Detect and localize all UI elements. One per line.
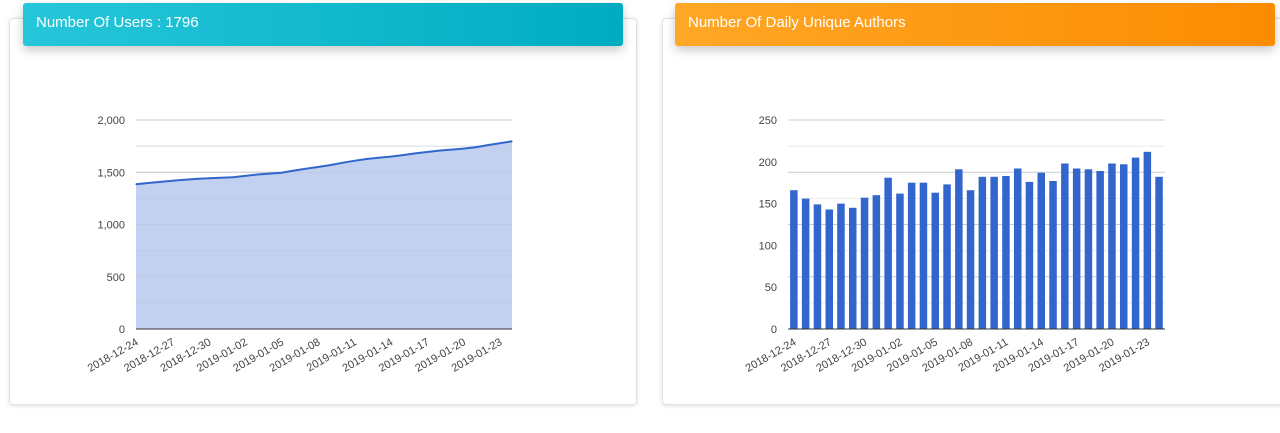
data-point xyxy=(256,173,258,176)
data-point xyxy=(196,178,198,180)
users-card: Number Of Users : 1796 0 500 1,000 1,500 2,0… xyxy=(9,3,637,405)
bar xyxy=(931,192,939,329)
data-point xyxy=(147,182,149,184)
y-tick-label: 0 xyxy=(771,324,777,336)
data-point xyxy=(159,181,161,183)
data-point xyxy=(305,168,307,170)
bar xyxy=(896,193,904,329)
authors-card-title: Number Of Daily Unique Authors xyxy=(675,3,1275,46)
bar xyxy=(1025,181,1034,329)
bar xyxy=(978,176,987,329)
bar xyxy=(955,169,963,329)
bar xyxy=(1108,163,1116,329)
series-line xyxy=(135,140,513,186)
authors-card: Number Of Daily Unique Authors 0 50 100 150… xyxy=(662,3,1280,405)
data-point xyxy=(438,150,440,152)
bar xyxy=(1120,164,1128,329)
data-point xyxy=(365,158,368,160)
bar xyxy=(837,203,845,329)
data-point xyxy=(475,146,477,148)
users-card-title: Number Of Users : 1796 xyxy=(23,3,623,46)
data-point xyxy=(135,183,137,185)
data-point xyxy=(293,169,295,172)
y-tick-label: 200 xyxy=(759,157,777,169)
bar xyxy=(1061,163,1069,329)
y-tick-label: 500 xyxy=(107,272,125,284)
y-tick-label: 1,000 xyxy=(97,220,125,232)
data-point xyxy=(220,177,222,179)
bar xyxy=(990,176,998,329)
y-tick-label: 0 xyxy=(119,324,125,336)
users-area-chart: 05001,0001,5002,0002018-12-242018-12-272… xyxy=(86,115,513,375)
bar xyxy=(1002,176,1010,329)
data-point xyxy=(499,142,501,144)
bar xyxy=(1155,176,1163,329)
bar xyxy=(813,204,822,329)
bar xyxy=(1049,181,1057,329)
y-tick-label: 150 xyxy=(759,199,777,211)
data-point xyxy=(390,155,392,158)
bar xyxy=(943,184,951,329)
bar xyxy=(1096,171,1104,329)
bar xyxy=(907,182,916,329)
bar xyxy=(825,209,833,329)
y-tick-label: 100 xyxy=(759,240,777,252)
authors-bar-chart: 0501001502002502018-12-242018-12-272018-… xyxy=(744,115,1165,375)
area-fill xyxy=(136,141,512,329)
data-point xyxy=(341,162,343,164)
bar xyxy=(1037,172,1045,329)
bar xyxy=(801,198,810,329)
data-point xyxy=(280,172,283,174)
data-point xyxy=(317,166,319,168)
bar xyxy=(872,195,881,329)
bar xyxy=(1143,151,1152,329)
bar xyxy=(1014,168,1022,329)
data-point xyxy=(268,173,271,175)
data-point xyxy=(232,176,234,178)
data-point xyxy=(402,154,404,156)
bar xyxy=(966,190,975,329)
data-point xyxy=(426,151,428,153)
bar xyxy=(849,207,857,329)
bar xyxy=(860,197,869,329)
bar xyxy=(919,182,928,329)
data-point xyxy=(487,144,489,146)
y-tick-label: 50 xyxy=(765,282,777,294)
data-point xyxy=(462,148,465,150)
bar xyxy=(1072,168,1081,329)
data-point xyxy=(414,152,416,155)
data-point xyxy=(244,175,246,177)
y-tick-label: 250 xyxy=(759,115,777,127)
data-point xyxy=(377,157,380,159)
bar xyxy=(884,177,892,329)
bar xyxy=(790,190,798,329)
y-tick-label: 1,500 xyxy=(97,167,125,179)
bar xyxy=(1084,169,1093,329)
data-point xyxy=(171,180,173,182)
data-point xyxy=(208,177,210,179)
data-point xyxy=(450,148,452,151)
data-point xyxy=(353,160,355,162)
y-tick-label: 2,000 xyxy=(97,115,125,127)
bar xyxy=(1131,157,1140,329)
data-point xyxy=(183,179,186,181)
data-point xyxy=(511,140,513,142)
data-point xyxy=(329,164,331,166)
